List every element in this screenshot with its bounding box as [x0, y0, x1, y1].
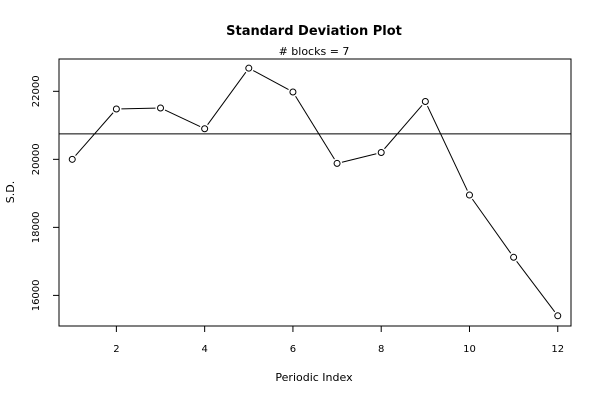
series-segment: [384, 104, 423, 150]
data-point: [333, 159, 341, 167]
x-tick-label: 8: [378, 344, 384, 355]
data-point: [157, 104, 165, 112]
data-point: [377, 149, 385, 157]
x-tick-label: 12: [551, 344, 564, 355]
series-segment: [121, 107, 156, 110]
series-segment: [207, 71, 247, 125]
x-tick-label: 4: [201, 344, 207, 355]
data-point: [245, 64, 253, 72]
x-axis-label: Periodic Index: [275, 371, 353, 384]
data-point: [510, 253, 518, 261]
x-tick-label: 10: [463, 344, 476, 355]
data-point: [465, 191, 473, 199]
data-point: [112, 105, 120, 113]
series-segment: [295, 95, 335, 160]
y-axis-label: S.D.: [4, 181, 17, 203]
y-tick-label: 22000: [31, 75, 42, 107]
chart-title: Standard Deviation Plot: [226, 24, 402, 39]
series-segment: [427, 105, 468, 191]
x-axis: 2 4 6 8 10 12: [113, 325, 564, 355]
y-axis: 16000 18000 20000 22000: [31, 75, 60, 311]
y-tick-label: 20000: [31, 143, 42, 175]
data-point: [201, 125, 209, 133]
series-segment: [516, 260, 556, 313]
data-point: [289, 88, 297, 96]
chart-subtitle: # blocks = 7: [279, 45, 350, 58]
series-segment: [341, 153, 377, 163]
data-point: [68, 155, 76, 163]
series-segment: [471, 198, 512, 254]
series-segment: [164, 109, 201, 128]
data-point: [421, 98, 429, 106]
series-segment: [75, 112, 114, 156]
x-tick-label: 6: [290, 344, 296, 355]
x-tick-label: 2: [113, 344, 119, 355]
y-tick-label: 16000: [31, 279, 42, 311]
y-tick-label: 18000: [31, 211, 42, 243]
series-segment: [252, 70, 289, 91]
data-point: [554, 312, 562, 320]
plot-frame: [58, 58, 572, 327]
plot-area: [59, 64, 571, 320]
